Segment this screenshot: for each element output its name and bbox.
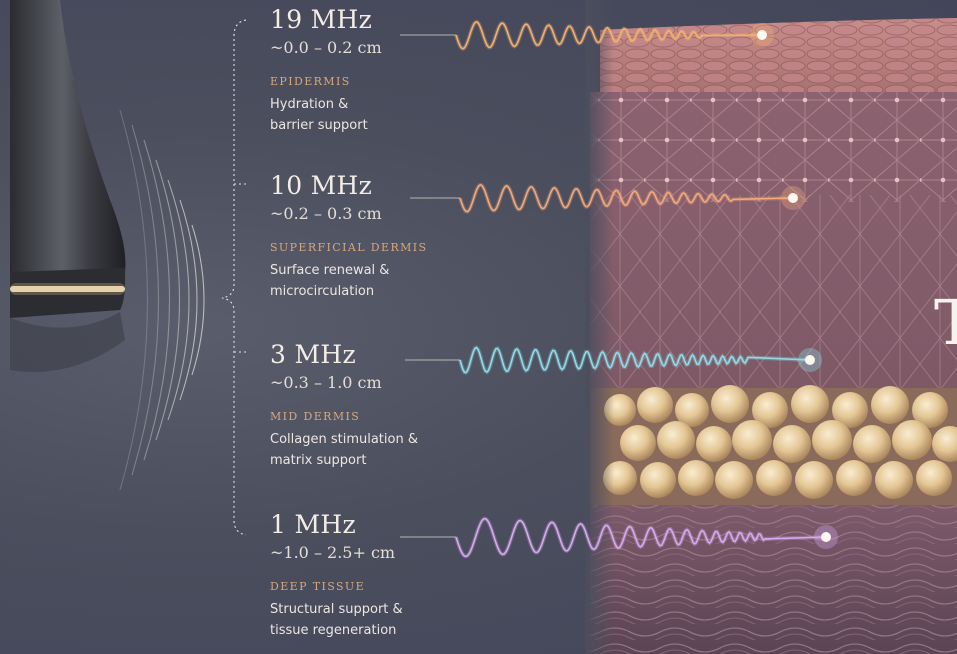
- description-line: Structural support &: [270, 602, 403, 617]
- frequency-label: 10 MHz: [270, 171, 373, 200]
- depth-range: ~0.3 – 1.0 cm: [270, 373, 382, 392]
- ultrasound-probe: [10, 0, 126, 372]
- tissue-illustration: [585, 0, 957, 654]
- layer-description: Surface renewal & microcirculation: [270, 260, 490, 302]
- band-1mhz: 1 MHz ~1.0 – 2.5+ cm DEEP TISSUE Structu…: [270, 511, 490, 641]
- description-line: barrier support: [270, 118, 368, 133]
- wave-group: [400, 19, 838, 559]
- depth-range: ~0.0 – 0.2 cm: [270, 38, 382, 57]
- frequency-label: 19 MHz: [270, 5, 373, 34]
- layer-description: Structural support & tissue regeneration: [270, 599, 490, 641]
- description-line: tissue regeneration: [270, 623, 397, 638]
- band-19mhz: 19 MHz ~0.0 – 0.2 cm EPIDERMIS Hydration…: [270, 6, 490, 136]
- wave-endpoint-dot-1mhz: [821, 532, 831, 542]
- cropped-heading-letter: T: [934, 286, 957, 359]
- description-line: Surface renewal &: [270, 263, 390, 278]
- frequency-label: 3 MHz: [270, 340, 356, 369]
- layer-name: DEEP TISSUE: [270, 580, 366, 593]
- wave-1mhz: [455, 517, 827, 558]
- depth-range: ~1.0 – 2.5+ cm: [270, 543, 396, 562]
- wave-19mhz: [455, 21, 763, 50]
- depth-range: ~0.2 – 0.3 cm: [270, 204, 382, 223]
- wave-3mhz: [459, 346, 811, 374]
- layer-name: EPIDERMIS: [270, 75, 351, 88]
- band-10mhz: 10 MHz ~0.2 – 0.3 cm SUPERFICIAL DERMIS …: [270, 172, 490, 302]
- layer-description: Collagen stimulation & matrix support: [270, 429, 490, 471]
- description-line: Hydration &: [270, 97, 349, 112]
- description-line: Collagen stimulation &: [270, 432, 418, 447]
- wave-endpoint-dot-3mhz: [805, 355, 815, 365]
- description-line: microcirculation: [270, 284, 375, 299]
- description-line: matrix support: [270, 453, 367, 468]
- wave-endpoint-dot-19mhz: [757, 30, 767, 40]
- frequency-bracket: [221, 19, 247, 536]
- frequency-label: 1 MHz: [270, 510, 356, 539]
- band-3mhz: 3 MHz ~0.3 – 1.0 cm MID DERMIS Collagen …: [270, 341, 490, 471]
- wave-10mhz: [459, 184, 794, 213]
- sound-wave-arcs: [119, 109, 205, 491]
- wave-endpoint-dot-10mhz: [788, 193, 798, 203]
- layer-name: MID DERMIS: [270, 410, 361, 423]
- layer-description: Hydration & barrier support: [270, 94, 490, 136]
- layer-name: SUPERFICIAL DERMIS: [270, 241, 428, 254]
